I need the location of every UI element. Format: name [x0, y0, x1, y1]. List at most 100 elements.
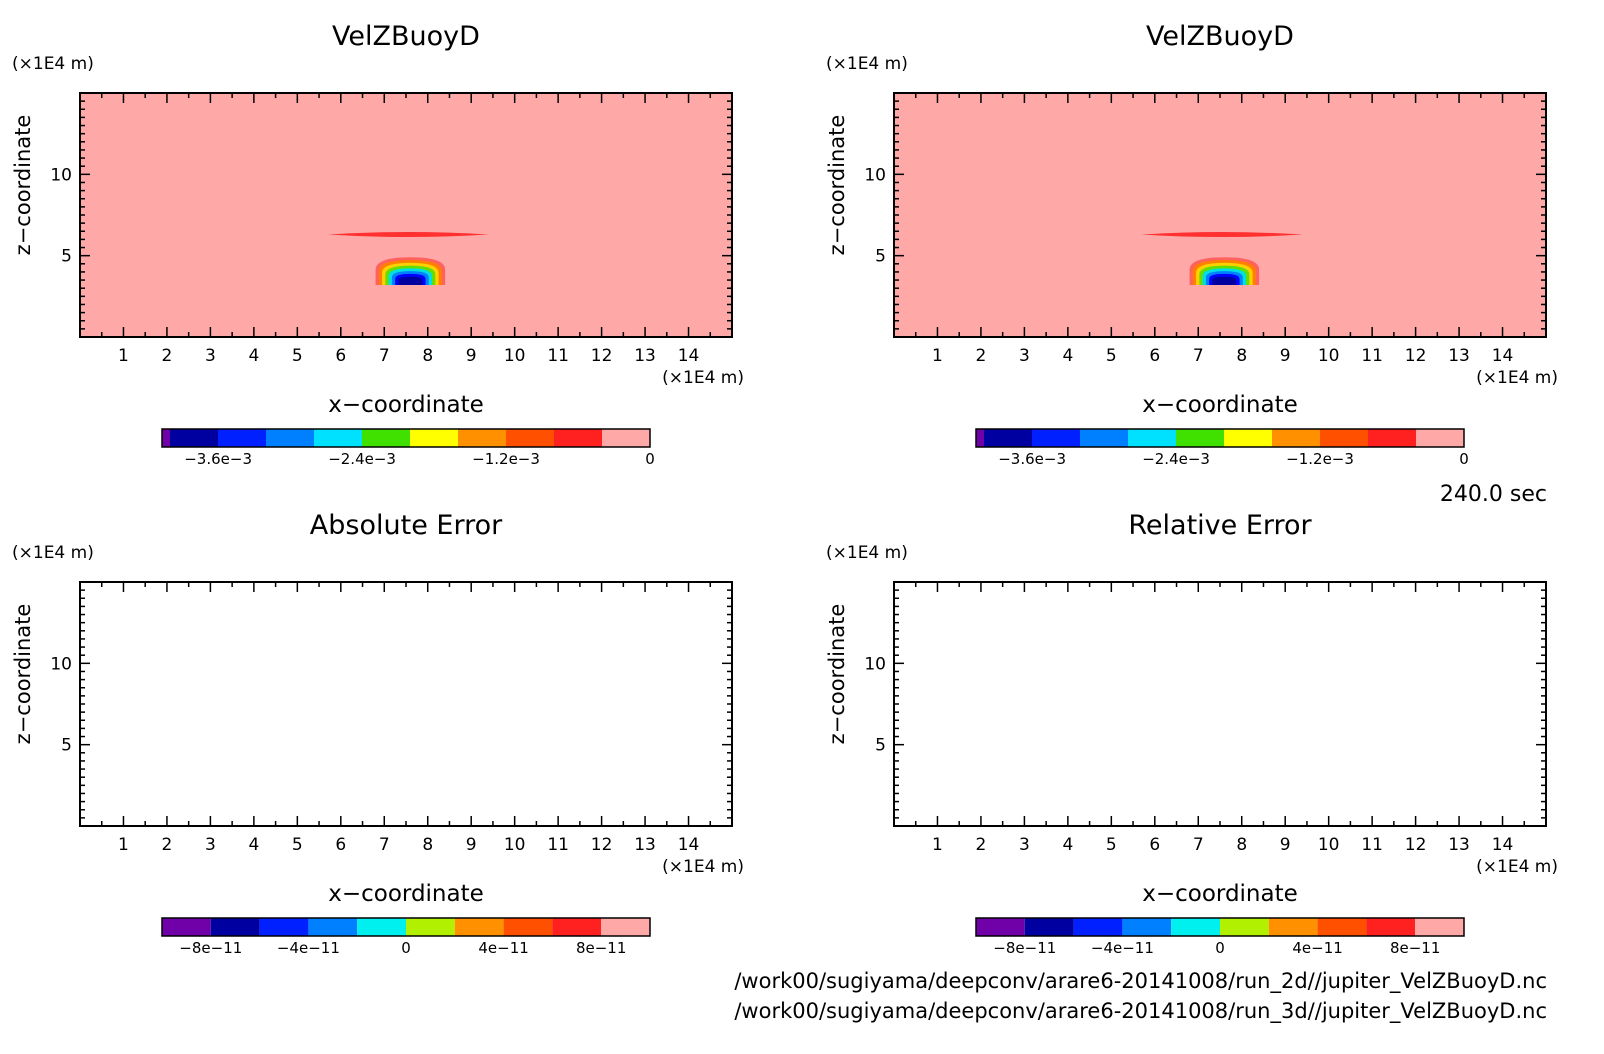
colorbar-cell: [1366, 918, 1416, 936]
colorbar-tick-label: 0: [1215, 939, 1225, 957]
x-tick-label: 2: [976, 346, 987, 366]
x-tick-label: 4: [248, 346, 259, 366]
x-tick-label: 7: [1193, 835, 1204, 855]
x-tick-label: 4: [1062, 346, 1073, 366]
colorbar-cell: [1032, 429, 1080, 447]
x-unit-label: (×1E4 m): [1476, 368, 1558, 388]
colorbar-cell: [1220, 918, 1269, 936]
x-tick-label: 10: [504, 346, 526, 366]
x-tick-label: 6: [1149, 835, 1160, 855]
x-tick-label: 9: [1280, 835, 1291, 855]
colorbar-tick-label: −3.6e−3: [184, 450, 252, 468]
x-axis-title: x−coordinate: [328, 392, 484, 418]
x-tick-label: 13: [634, 346, 656, 366]
plot-area: [894, 93, 1546, 337]
x-tick-label: 8: [422, 835, 433, 855]
colorbar-cell: [1176, 429, 1224, 447]
x-tick-label: 6: [335, 835, 346, 855]
x-tick-label: 14: [1492, 835, 1514, 855]
x-tick-label: 12: [591, 835, 613, 855]
contour-level-8: [398, 276, 423, 285]
x-tick-label: 2: [162, 835, 173, 855]
colorbar-cell: [1368, 429, 1416, 447]
x-tick-label: 3: [1019, 346, 1030, 366]
x-tick-label: 10: [1318, 346, 1340, 366]
x-tick-label: 7: [379, 346, 390, 366]
colorbar-cell: [552, 918, 602, 936]
colorbar-cell: [170, 429, 218, 447]
x-tick-label: 2: [162, 346, 173, 366]
x-tick-label: 11: [547, 835, 569, 855]
x-tick-label: 7: [379, 835, 390, 855]
x-tick-label: 12: [1405, 346, 1427, 366]
colorbar-cell: [554, 429, 602, 447]
x-tick-label: 6: [335, 346, 346, 366]
x-tick-label: 8: [1236, 835, 1247, 855]
x-tick-label: 5: [1106, 835, 1117, 855]
y-tick-label: 5: [875, 247, 886, 267]
y-unit-label: (×1E4 m): [12, 543, 94, 563]
x-tick-label: 14: [678, 346, 700, 366]
y-tick-label: 10: [864, 165, 886, 185]
y-unit-label: (×1E4 m): [826, 543, 908, 563]
chart-title: VelZBuoyD: [332, 21, 480, 52]
colorbar-tick-label: 0: [645, 450, 655, 468]
y-unit-label: (×1E4 m): [12, 54, 94, 74]
plot-area: [80, 582, 732, 826]
colorbar-tick-label: 0: [1459, 450, 1469, 468]
colorbar-cell: [162, 918, 211, 936]
colorbar-tick-label: −1.2e−3: [472, 450, 540, 468]
y-axis-title: z−coordinate: [11, 604, 35, 745]
y-tick-label: 5: [61, 736, 72, 756]
colorbar-cell: [1272, 429, 1320, 447]
contour-streak: [1141, 232, 1303, 238]
chart-title: Absolute Error: [310, 510, 503, 541]
colorbar-cell: [1080, 429, 1128, 447]
x-tick-label: 11: [1361, 346, 1383, 366]
colorbar-tick-label: 8e−11: [576, 939, 626, 957]
colorbar-cell: [1073, 918, 1123, 936]
x-tick-label: 4: [248, 835, 259, 855]
colorbar-cell: [410, 429, 458, 447]
colorbar-cell: [454, 918, 504, 936]
colorbar-tick-label: −8e−11: [179, 939, 242, 957]
colorbar-tick-label: −8e−11: [993, 939, 1056, 957]
plot-area: [80, 93, 732, 337]
y-axis-title: z−coordinate: [825, 115, 849, 256]
x-tick-label: 14: [1492, 346, 1514, 366]
colorbar-cell: [314, 429, 362, 447]
x-tick-label: 13: [1448, 346, 1470, 366]
x-tick-label: 11: [547, 346, 569, 366]
colorbar-cell: [601, 918, 650, 936]
colorbar-cell: [503, 918, 553, 936]
colorbar-tick-label: −3.6e−3: [998, 450, 1066, 468]
x-tick-label: 9: [466, 835, 477, 855]
colorbar-cell: [1128, 429, 1176, 447]
x-tick-label: 6: [1149, 346, 1160, 366]
plot-area: [894, 582, 1546, 826]
x-axis-title: x−coordinate: [1142, 881, 1298, 907]
x-tick-label: 5: [1106, 346, 1117, 366]
contour-streak: [327, 232, 489, 238]
y-axis-title: z−coordinate: [825, 604, 849, 745]
colorbar-cell: [1224, 429, 1272, 447]
x-tick-label: 10: [1318, 835, 1340, 855]
colorbar-cell: [308, 918, 358, 936]
colorbar-frame: [975, 428, 1465, 448]
x-tick-label: 13: [1448, 835, 1470, 855]
x-tick-label: 12: [591, 346, 613, 366]
colorbar-cell: [1320, 429, 1368, 447]
x-tick-label: 9: [1280, 346, 1291, 366]
x-tick-label: 1: [932, 346, 943, 366]
colorbar-cell: [357, 918, 406, 936]
y-tick-label: 10: [864, 654, 886, 674]
colorbar-cell: [458, 429, 506, 447]
x-tick-label: 3: [205, 346, 216, 366]
colorbar-cell: [1415, 918, 1464, 936]
x-tick-label: 1: [932, 835, 943, 855]
contour-level-8: [1212, 276, 1237, 285]
colorbar-cell: [362, 429, 410, 447]
colorbar-cell: [162, 429, 170, 447]
x-tick-label: 8: [1236, 346, 1247, 366]
